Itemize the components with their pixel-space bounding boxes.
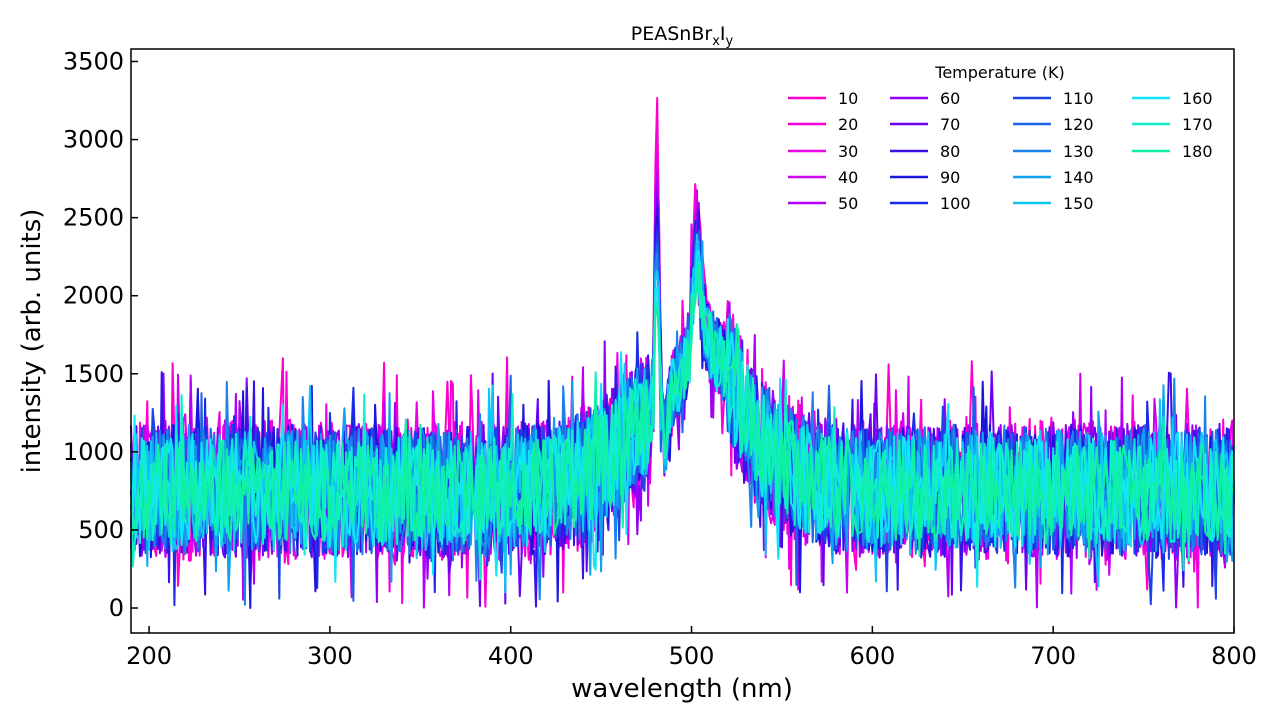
plot-frame: [130, 48, 1235, 634]
legend-label-130: 130: [1063, 142, 1094, 161]
legend-label-70: 70: [940, 115, 960, 134]
y-axis: 0 500 1000 1500 2000 2500 3000 3500: [63, 47, 138, 622]
legend-label-90: 90: [940, 168, 960, 187]
legend-label-150: 150: [1063, 194, 1094, 213]
y-tick-label: 0: [109, 594, 124, 622]
legend-label-100: 100: [940, 194, 971, 213]
x-tick-label: 300: [307, 642, 353, 670]
legend-label-80: 80: [940, 142, 960, 161]
legend-label-180: 180: [1182, 142, 1213, 161]
legend-label-140: 140: [1063, 168, 1094, 187]
legend-label-110: 110: [1063, 89, 1094, 108]
x-tick-label: 700: [1030, 642, 1076, 670]
x-tick-label: 500: [669, 642, 715, 670]
y-tick-label: 2000: [63, 282, 124, 310]
series-lines-group: [130, 97, 1235, 609]
legend-label-40: 40: [838, 168, 858, 187]
legend-title: Temperature (K): [934, 63, 1064, 82]
y-tick-label: 500: [78, 516, 124, 544]
x-axis-title: wavelength (nm): [571, 674, 793, 704]
series-line-180: [130, 260, 1235, 572]
x-axis: 200 300 400 500 600 700 800: [126, 626, 1257, 670]
legend-label-160: 160: [1182, 89, 1213, 108]
legend-label-120: 120: [1063, 115, 1094, 134]
x-tick-label: 800: [1211, 642, 1257, 670]
legend-label-60: 60: [940, 89, 960, 108]
legend-label-20: 20: [838, 115, 858, 134]
chart-title: PEASnBrxIy: [631, 23, 734, 49]
legend-label-50: 50: [838, 194, 858, 213]
y-tick-label: 1000: [63, 438, 124, 466]
legend: Temperature (K) 10 20 30 40 50 60 70 80 90 100 110…: [788, 63, 1213, 213]
x-tick-label: 400: [488, 642, 534, 670]
legend-label-10: 10: [838, 89, 858, 108]
y-tick-label: 3000: [63, 126, 124, 154]
legend-label-170: 170: [1182, 115, 1213, 134]
y-tick-label: 2500: [63, 204, 124, 232]
x-tick-label: 200: [126, 642, 172, 670]
x-tick-label: 600: [849, 642, 895, 670]
y-tick-label: 3500: [63, 47, 124, 75]
y-tick-label: 1500: [63, 360, 124, 388]
legend-label-30: 30: [838, 142, 858, 161]
y-axis-title: intensity (arb. units): [17, 209, 47, 474]
